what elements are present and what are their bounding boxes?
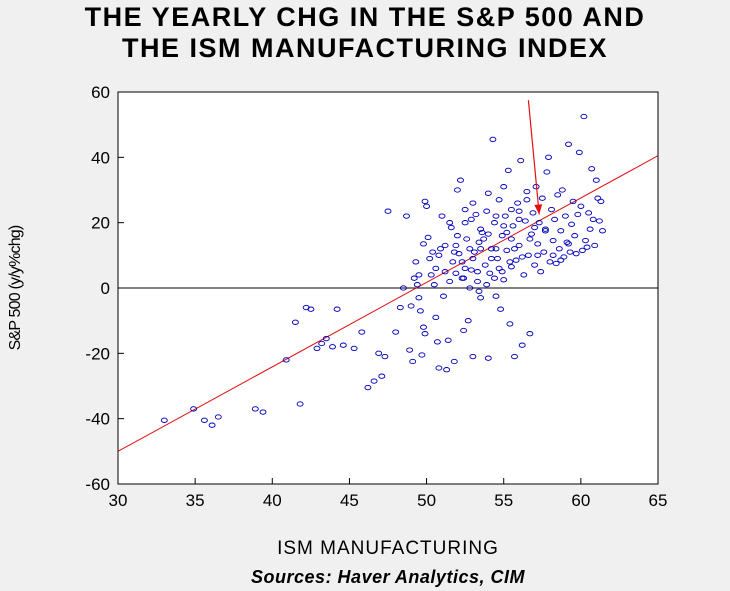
y-tick-label: -40 — [85, 410, 110, 429]
source-note: Sources: Haver Analytics, CIM — [118, 567, 658, 588]
scatter-chart: 30 35 40 45 50 55 60 65 -60 -40 -20 0 20 40 60 — [0, 0, 730, 591]
x-tick-label: 60 — [571, 491, 590, 510]
x-tick-label: 50 — [417, 491, 436, 510]
x-tick-label: 45 — [340, 491, 359, 510]
y-tick-label: 60 — [91, 83, 110, 102]
y-tick-label: 40 — [91, 148, 110, 167]
x-tick-label: 40 — [263, 491, 282, 510]
y-tick-label: -60 — [85, 475, 110, 494]
x-tick-label: 35 — [186, 491, 205, 510]
y-tick-label: -20 — [85, 344, 110, 363]
x-axis-label: ISM MANUFACTURING — [118, 538, 658, 560]
y-axis-label: S&P 500 (y/y%chg) — [7, 226, 25, 351]
y-tick-label: 20 — [91, 214, 110, 233]
x-tick-label: 65 — [649, 491, 668, 510]
x-tick-label: 55 — [494, 491, 513, 510]
x-tick-label: 30 — [109, 491, 128, 510]
y-tick-label: 0 — [101, 279, 110, 298]
